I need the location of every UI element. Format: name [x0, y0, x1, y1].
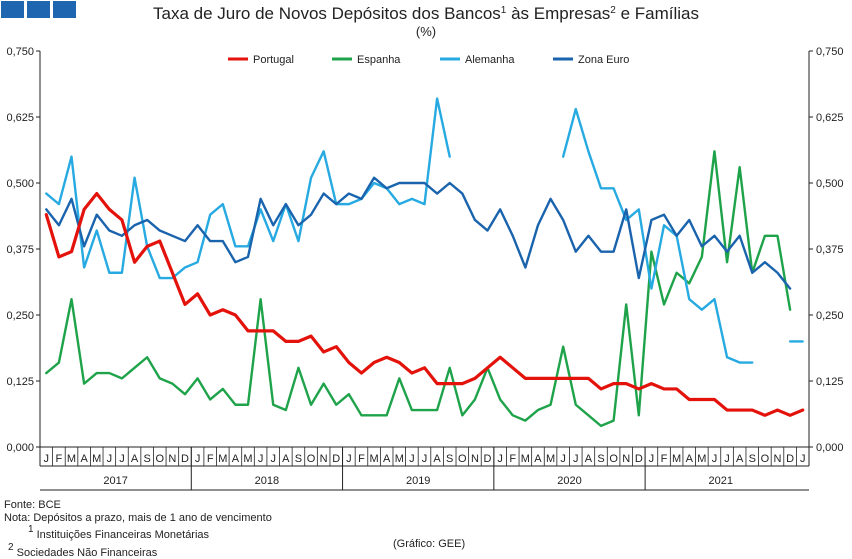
footnotes: Fonte: BCE Nota: Depósitos a prazo, mais…	[4, 499, 272, 559]
x-tick-label-month: S	[295, 453, 302, 465]
chart-credit: (Gráfico: GEE)	[393, 538, 465, 550]
x-tick-label-month: M	[521, 453, 530, 465]
x-tick-label-month: O	[155, 453, 164, 465]
x-tick-label-year: 2018	[255, 475, 279, 487]
x-tick-label-month: A	[433, 453, 441, 465]
x-tick-label-month: N	[622, 453, 630, 465]
x-tick-label-month: F	[661, 453, 668, 465]
y-tick-label-right: 0,375	[816, 244, 844, 256]
x-tick-label-month: M	[369, 453, 378, 465]
chart-axes	[40, 51, 809, 490]
x-tick-label-month: J	[422, 453, 428, 465]
x-tick-label-month: J	[712, 453, 718, 465]
x-tick-label-month: M	[697, 453, 706, 465]
y-tick-label-left: 0,125	[6, 376, 34, 388]
x-tick-label-month: D	[786, 453, 794, 465]
source-note: Fonte: BCE	[4, 499, 272, 512]
x-tick-label-month: F	[207, 453, 214, 465]
chart-series	[46, 99, 802, 426]
footnote-1: 1 Instituições Financeiras Monetárias	[4, 524, 272, 542]
x-tick-label-month: O	[761, 453, 770, 465]
x-tick-label-month: N	[471, 453, 479, 465]
x-tick-label-month: A	[232, 453, 240, 465]
y-tick-label-right: 0,625	[816, 112, 844, 124]
y-tick-label-left: 0,000	[6, 442, 34, 454]
chart-legend: Portugal Espanha Alemanha Zona Euro	[228, 54, 629, 66]
x-tick-label-month: J	[560, 453, 566, 465]
x-tick-label-month: M	[92, 453, 101, 465]
x-tick-label-month: D	[635, 453, 643, 465]
line-chart: 0,000 0,000 0,125 0,125 0,250 0,250 0,375 0,375…	[0, 0, 852, 500]
x-tick-label-month: S	[597, 453, 604, 465]
y-tick-label-left: 0,750	[6, 46, 34, 58]
x-tick-label-month: S	[749, 453, 756, 465]
legend-label: Zona Euro	[578, 54, 629, 66]
y-tick-label-right: 0,750	[816, 46, 844, 58]
x-tick-label-month: A	[585, 453, 593, 465]
y-tick-label-right: 0,500	[816, 178, 844, 190]
x-tick-label-month: J	[409, 453, 415, 465]
footnote-2: 2 Sociedades Não Financeiras	[4, 542, 272, 559]
x-tick-label-month: J	[800, 453, 806, 465]
y-tick-label-right: 0,250	[816, 310, 844, 322]
x-tick-label-month: J	[195, 453, 201, 465]
legend-label: Espanha	[357, 54, 401, 66]
x-tick-label-month: F	[509, 453, 516, 465]
x-tick-label-month: O	[307, 453, 316, 465]
x-tick-label-month: A	[131, 453, 139, 465]
x-tick-label-month: D	[332, 453, 340, 465]
x-tick-label-month: O	[609, 453, 618, 465]
x-tick-label-month: O	[458, 453, 467, 465]
x-tick-label-month: A	[282, 453, 290, 465]
x-tick-label-year: 2017	[103, 475, 127, 487]
legend-label: Portugal	[253, 54, 294, 66]
series-line-espanha	[46, 151, 790, 426]
y-tick-label-left: 0,250	[6, 310, 34, 322]
x-tick-label-month: A	[80, 453, 88, 465]
series-line-portugal	[46, 194, 802, 416]
x-tick-label-month: M	[67, 453, 76, 465]
x-tick-label-month: M	[546, 453, 555, 465]
x-tick-label-month: M	[672, 453, 681, 465]
x-tick-label-month: A	[383, 453, 391, 465]
x-tick-label-year: 2019	[406, 475, 430, 487]
x-tick-label-month: D	[181, 453, 189, 465]
y-tick-label-right: 0,000	[816, 442, 844, 454]
x-tick-label-month: M	[243, 453, 252, 465]
x-tick-label-month: J	[497, 453, 503, 465]
x-tick-label-month: F	[358, 453, 365, 465]
x-tick-label-month: M	[395, 453, 404, 465]
x-tick-label-month: A	[534, 453, 542, 465]
x-tick-label-month: A	[736, 453, 744, 465]
x-tick-label-month: J	[258, 453, 264, 465]
axis-ticks: 0,000 0,000 0,125 0,125 0,250 0,250 0,375 0,375…	[6, 46, 843, 490]
x-tick-label-month: M	[218, 453, 227, 465]
x-tick-label-month: J	[44, 453, 50, 465]
x-tick-label-month: J	[119, 453, 125, 465]
x-tick-label-month: J	[649, 453, 655, 465]
x-tick-label-year: 2021	[709, 475, 733, 487]
y-tick-label-left: 0,375	[6, 244, 34, 256]
x-tick-label-month: N	[774, 453, 782, 465]
x-tick-label-month: N	[168, 453, 176, 465]
y-tick-label-left: 0,500	[6, 178, 34, 190]
x-tick-label-month: J	[573, 453, 579, 465]
legend-label: Alemanha	[465, 54, 515, 66]
x-tick-label-month: F	[56, 453, 63, 465]
x-tick-label-month: D	[484, 453, 492, 465]
y-tick-label-right: 0,125	[816, 376, 844, 388]
x-tick-label-year: 2020	[557, 475, 581, 487]
y-tick-label-left: 0,625	[6, 112, 34, 124]
x-tick-label-month: J	[724, 453, 730, 465]
x-tick-label-month: J	[270, 453, 276, 465]
x-tick-label-month: S	[446, 453, 453, 465]
x-tick-label-month: A	[686, 453, 694, 465]
x-tick-label-month: N	[320, 453, 328, 465]
x-tick-label-month: J	[346, 453, 352, 465]
definition-note: Nota: Depósitos a prazo, mais de 1 ano d…	[4, 512, 272, 525]
x-tick-label-month: S	[143, 453, 150, 465]
x-tick-label-month: J	[107, 453, 113, 465]
